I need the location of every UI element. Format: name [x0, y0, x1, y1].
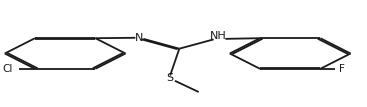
Text: N: N	[135, 33, 143, 43]
Text: F: F	[339, 64, 345, 74]
Text: S: S	[167, 73, 174, 83]
Text: Cl: Cl	[3, 64, 13, 74]
Text: NH: NH	[210, 31, 226, 41]
